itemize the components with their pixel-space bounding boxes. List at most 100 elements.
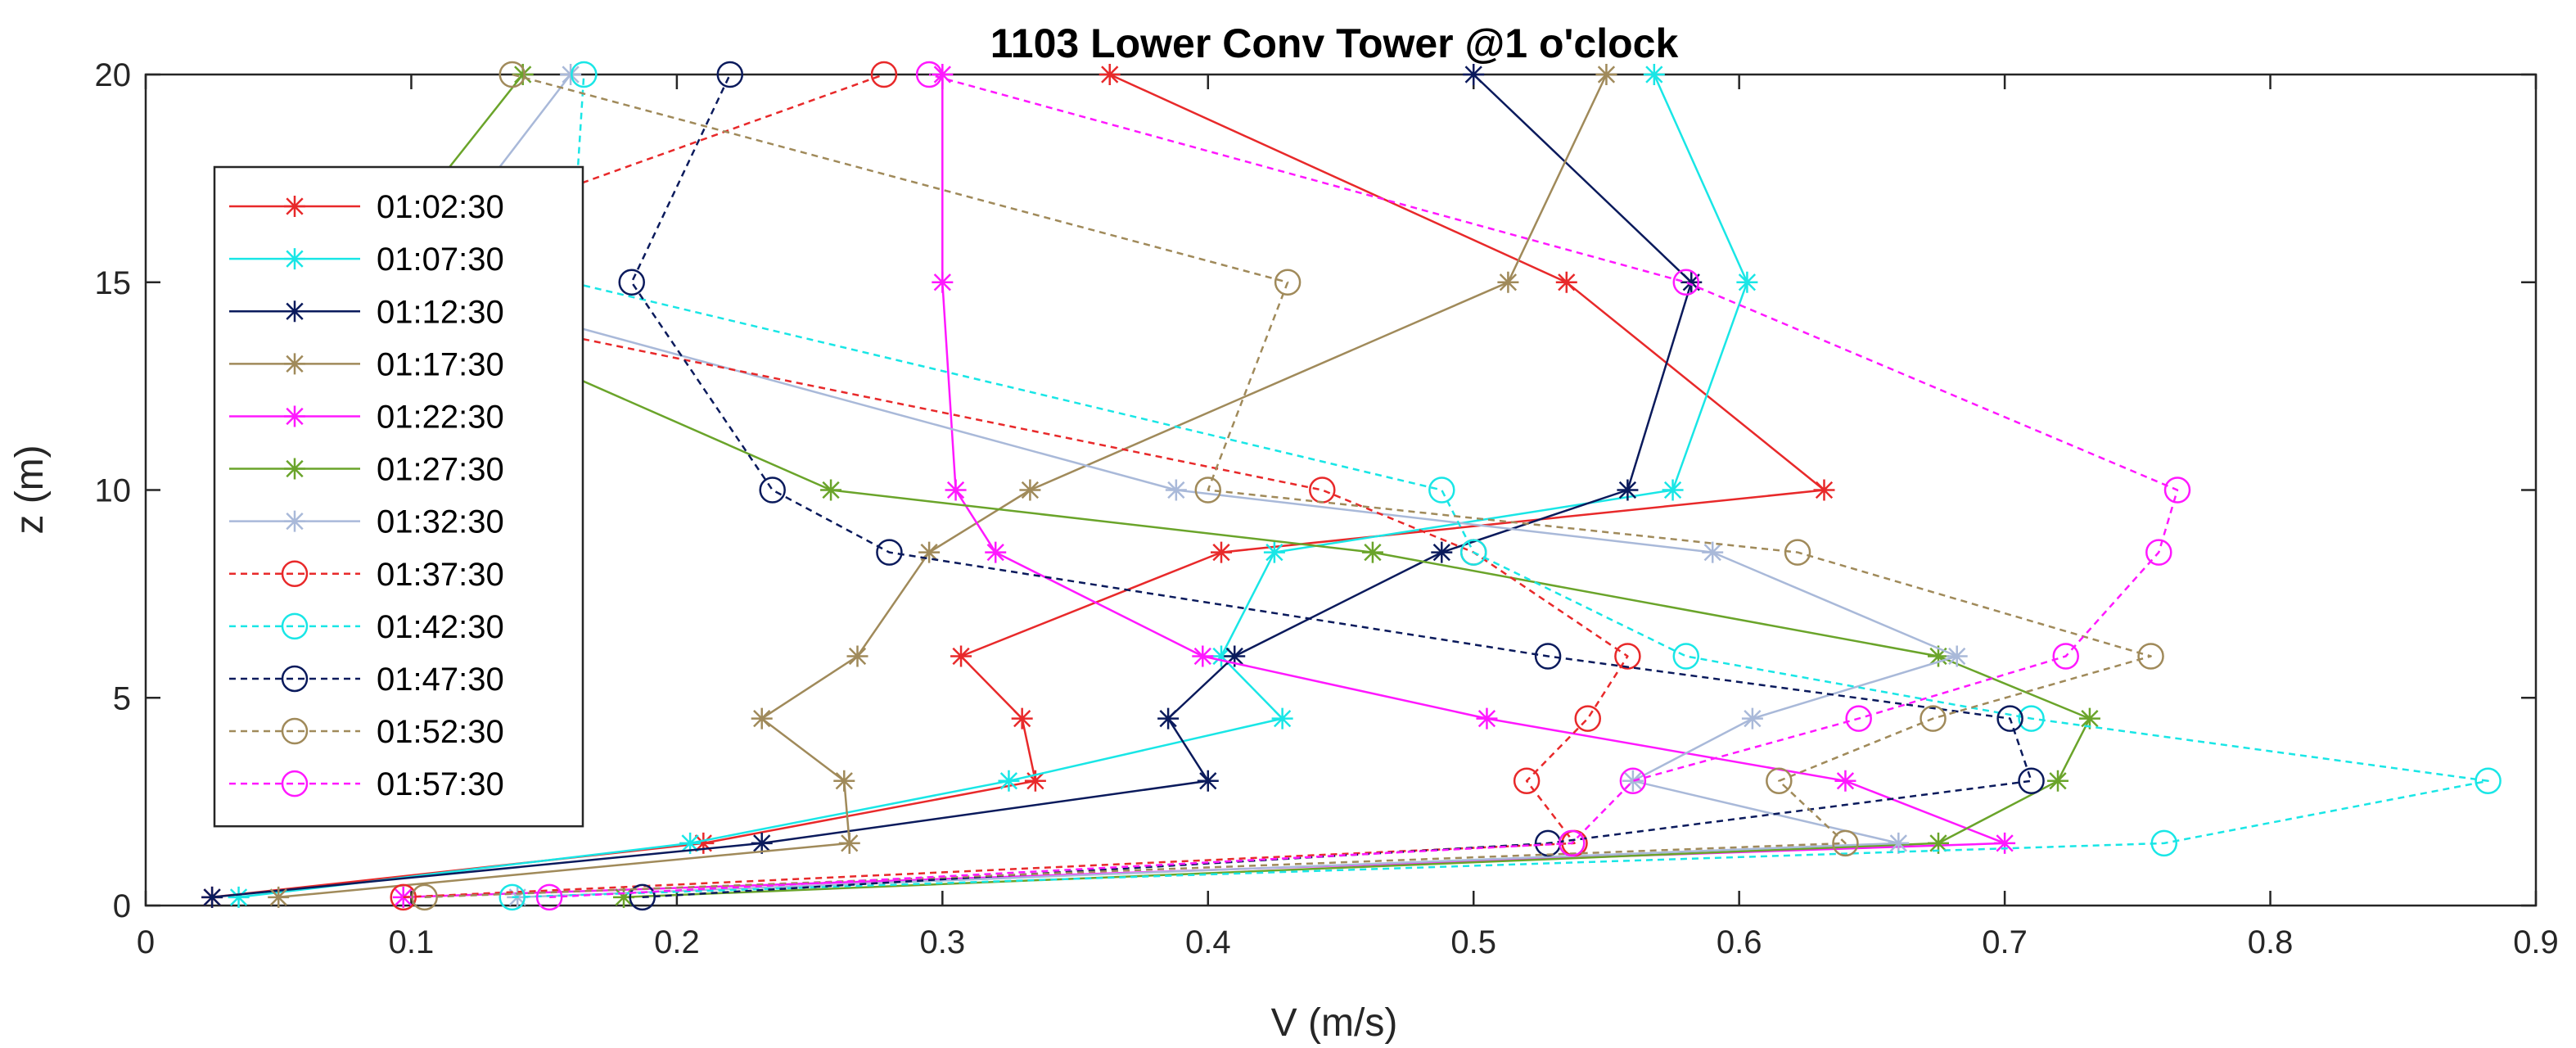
legend-marker — [281, 717, 309, 745]
y-tick-label: 20 — [95, 57, 132, 93]
legend-marker — [284, 405, 305, 427]
data-point — [2150, 829, 2178, 857]
data-point — [1813, 479, 1835, 501]
data-point — [1271, 707, 1293, 730]
data-point — [1024, 770, 1046, 792]
data-point — [390, 883, 417, 911]
legend-label: 01:42:30 — [377, 609, 504, 645]
data-point — [1672, 269, 1700, 296]
data-point — [820, 479, 842, 501]
axes: 0 0.1 0.2 0.3 0.4 0.5 0.6 0.7 0.8 0.9 0 5 10 15 20 — [95, 57, 2559, 960]
series-5 — [392, 64, 2016, 908]
data-point — [998, 770, 1020, 792]
data-point — [1680, 271, 1703, 293]
legend-item: 01:47:30 — [229, 662, 504, 698]
data-point — [1643, 64, 1665, 85]
legend-marker — [281, 665, 309, 693]
data-point — [932, 271, 954, 293]
series-4 — [268, 64, 1617, 908]
legend-marker — [281, 770, 309, 797]
legend-marker — [281, 612, 309, 640]
data-point — [1263, 541, 1285, 563]
data-point — [1702, 541, 1724, 563]
data-point — [618, 269, 645, 296]
legend-item: 01:52:30 — [229, 714, 504, 750]
data-point — [751, 832, 773, 854]
y-tick-label: 5 — [113, 680, 131, 716]
data-point — [876, 539, 903, 566]
data-point — [1463, 64, 1485, 85]
legend-item: 01:32:30 — [229, 504, 504, 540]
data-point — [1476, 707, 1498, 730]
legend-label: 01:47:30 — [377, 662, 504, 698]
data-point — [2052, 643, 2079, 670]
data-point — [985, 541, 1007, 563]
data-point — [1011, 707, 1033, 730]
data-point — [2018, 767, 2045, 794]
data-point — [1428, 477, 1455, 504]
data-point — [512, 64, 534, 85]
legend-box — [213, 165, 584, 828]
series-11 — [411, 61, 2164, 911]
data-point — [535, 883, 563, 911]
data-point — [2145, 539, 2172, 566]
data-point — [1274, 269, 1302, 296]
data-point — [759, 477, 786, 504]
series-2 — [228, 64, 1758, 908]
data-point — [1459, 539, 1487, 566]
data-point — [1534, 643, 1562, 670]
data-point — [1513, 767, 1541, 794]
data-point — [838, 832, 860, 854]
data-point — [1994, 832, 2016, 854]
data-point — [1784, 539, 1811, 566]
legend-item: 01:02:30 — [229, 189, 504, 225]
data-point — [1211, 645, 1232, 667]
data-point — [613, 886, 634, 908]
series-3 — [201, 64, 1703, 908]
data-point — [1595, 64, 1617, 85]
data-point — [1559, 829, 1586, 857]
legend-label: 01:57:30 — [377, 766, 504, 802]
data-point — [915, 61, 943, 88]
data-point — [1741, 707, 1763, 730]
data-point — [1662, 479, 1684, 501]
legend-item: 01:17:30 — [229, 346, 504, 382]
chart-title: 1103 Lower Conv Tower @1 o'clock — [990, 20, 1679, 66]
data-point — [499, 883, 526, 911]
data-point — [1224, 645, 1246, 667]
x-tick-label: 0.7 — [1982, 924, 2028, 960]
legend-label: 01:37:30 — [377, 557, 504, 593]
legend-item: 01:07:30 — [229, 242, 504, 278]
data-point — [1099, 64, 1121, 85]
series-line — [512, 74, 2489, 899]
data-point — [751, 707, 773, 730]
y-tick-label: 15 — [95, 265, 132, 301]
x-tick-label: 0.1 — [389, 924, 435, 960]
data-point — [1996, 705, 2023, 732]
data-point — [2018, 705, 2045, 732]
data-point — [692, 832, 715, 854]
data-point — [1574, 705, 1601, 732]
legend-label: 01:07:30 — [377, 242, 504, 278]
data-point — [1845, 705, 1872, 732]
x-tick-label: 0.4 — [1185, 924, 1231, 960]
data-point — [2474, 767, 2502, 794]
data-point — [833, 770, 855, 792]
legend-label: 01:12:30 — [377, 294, 504, 330]
legend-label: 01:22:30 — [377, 399, 504, 435]
data-point — [945, 479, 967, 501]
data-point — [1361, 541, 1383, 563]
x-tick-label: 0.9 — [2513, 924, 2559, 960]
legend-item: 01:42:30 — [229, 609, 504, 645]
data-point — [1832, 829, 1859, 857]
data-point — [2047, 770, 2068, 792]
data-point — [228, 886, 250, 908]
legend-item: 01:37:30 — [229, 557, 504, 593]
data-point — [1157, 707, 1180, 730]
legend-marker — [284, 353, 305, 375]
y-tick-label: 10 — [95, 473, 132, 509]
series-line — [410, 74, 1958, 899]
data-point — [870, 61, 898, 88]
legend-marker — [284, 300, 305, 323]
x-tick-label: 0.8 — [2248, 924, 2294, 960]
